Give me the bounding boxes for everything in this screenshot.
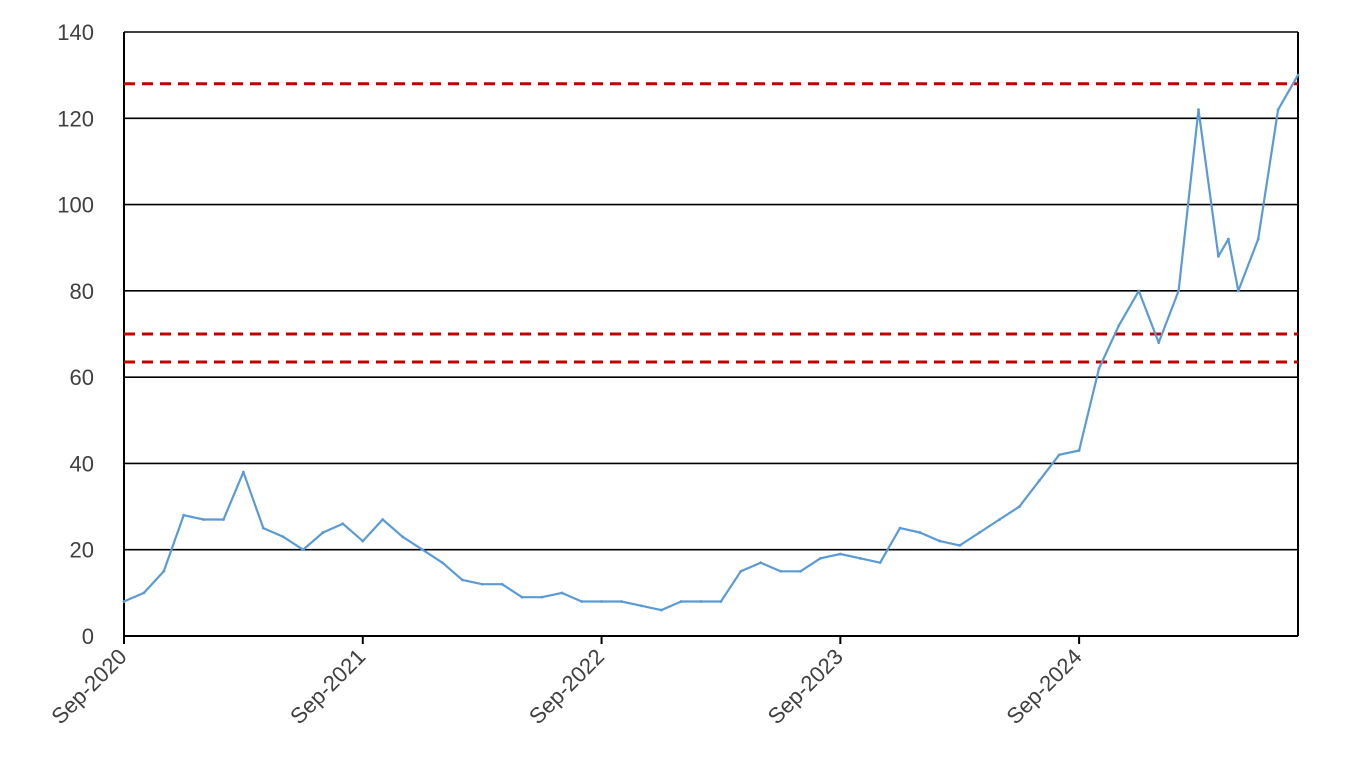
data-point (202, 518, 205, 521)
data-point (281, 535, 285, 539)
data-point (799, 569, 802, 573)
data-point (958, 544, 962, 547)
data-point (520, 595, 524, 599)
x-tick-label: Sep-2023 (763, 644, 848, 729)
data-point (1276, 108, 1280, 112)
data-point (759, 561, 763, 565)
series-line-1 (123, 74, 1299, 612)
data-point (182, 513, 186, 517)
data-point (878, 561, 882, 565)
data-point (421, 548, 424, 552)
x-tick-label: Sep-2021 (285, 644, 370, 729)
data-point (600, 600, 603, 603)
data-point (620, 600, 623, 603)
x-tick-label: Sep-2022 (524, 644, 609, 729)
data-point (719, 600, 723, 603)
data-point (938, 539, 942, 543)
y-tick-label: 60 (70, 365, 94, 390)
data-point (1077, 449, 1081, 452)
data-point (321, 531, 325, 534)
data-point (1296, 73, 1300, 77)
data-point (659, 608, 663, 612)
data-point (1057, 453, 1061, 457)
data-point (142, 591, 146, 595)
data-point (998, 518, 1001, 521)
data-point (1256, 237, 1260, 241)
data-point (301, 548, 305, 552)
data-point (222, 518, 225, 521)
data-point (1037, 479, 1041, 483)
data-point (1018, 505, 1021, 508)
data-point (699, 600, 703, 603)
data-point (1226, 237, 1230, 241)
y-tick-label: 140 (57, 20, 94, 45)
data-point (838, 552, 842, 556)
data-point (381, 518, 385, 521)
data-point (978, 531, 982, 534)
data-point (819, 556, 822, 560)
data-point (898, 526, 902, 530)
data-point (858, 556, 862, 560)
data-point (540, 595, 544, 599)
data-point (1177, 289, 1181, 293)
data-point (122, 600, 126, 603)
data-point (500, 582, 504, 586)
data-point (560, 591, 564, 595)
data-point (918, 531, 922, 534)
data-point (361, 539, 365, 543)
y-tick-label: 0 (82, 624, 94, 649)
y-tick-label: 120 (57, 106, 94, 131)
data-point (1236, 289, 1240, 293)
y-tick-label: 20 (70, 538, 94, 563)
data-point (1137, 289, 1141, 293)
data-point (261, 526, 265, 530)
data-point (241, 470, 245, 474)
data-point (1097, 367, 1101, 370)
y-tick-label: 80 (70, 279, 94, 304)
data-point (401, 535, 404, 539)
x-tick-label: Sep-2024 (1002, 644, 1087, 729)
data-point (580, 600, 584, 603)
data-point (739, 569, 743, 573)
data-point (1197, 108, 1200, 112)
data-point (1157, 341, 1161, 345)
y-tick-label: 100 (57, 193, 94, 218)
data-point (440, 561, 444, 565)
data-point (679, 600, 683, 603)
data-point (480, 582, 484, 586)
data-point (1217, 254, 1220, 258)
data-point (341, 522, 345, 526)
data-point (639, 604, 643, 608)
y-tick-label: 40 (70, 451, 94, 476)
data-point (1117, 323, 1121, 327)
data-point (460, 578, 464, 582)
x-tick-label: Sep-2020 (46, 644, 131, 729)
data-point (162, 569, 166, 573)
data-point (779, 569, 783, 573)
